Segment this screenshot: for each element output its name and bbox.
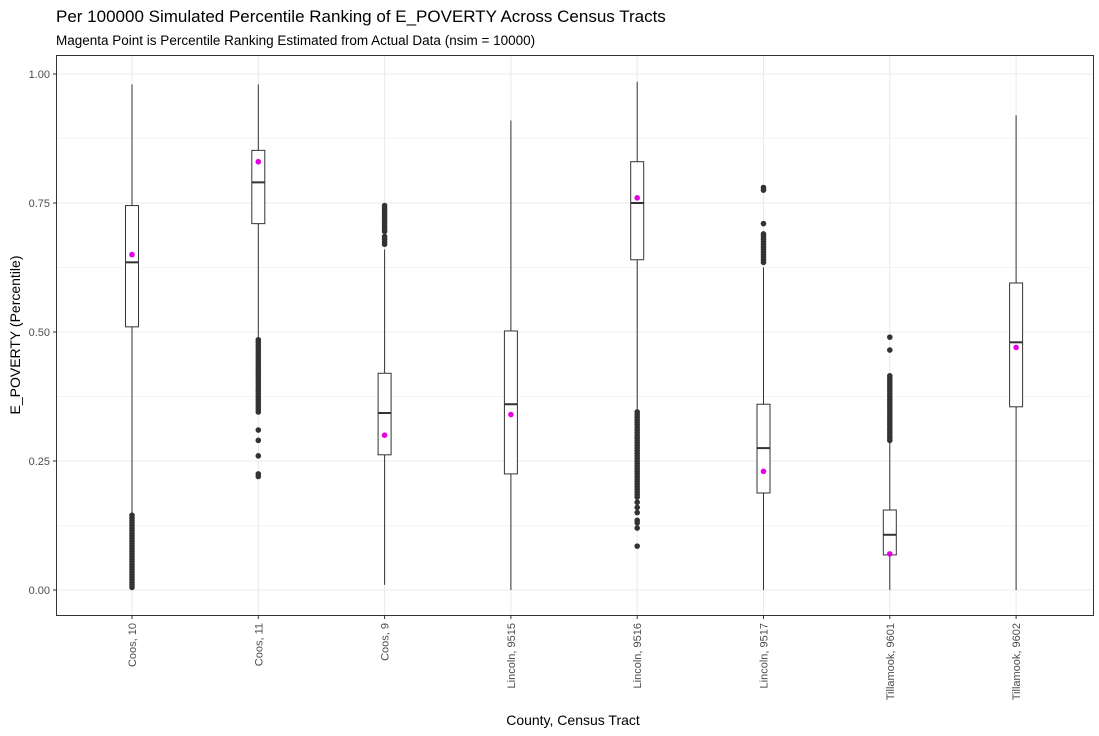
plot-panel-border <box>56 55 1094 616</box>
outlier-point <box>634 499 640 506</box>
y-axis: 0.00 0.25 0.50 0.75 1.00 <box>29 69 57 597</box>
outlier-point <box>255 336 262 343</box>
actual-point <box>634 195 640 201</box>
x-tick-label: Tillamook, 9602 <box>1011 623 1023 700</box>
x-axis: Coos, 10 Coos, 11 Coos, 9 Lincoln, 9515 Linc… <box>127 615 1023 700</box>
outlier-point <box>634 517 640 524</box>
y-axis-title: E_POVERTY (Percentile) <box>7 256 23 415</box>
grid-layer <box>57 56 1093 615</box>
y-tick-label: 0.00 <box>29 585 50 597</box>
actual-point <box>255 158 262 165</box>
actual-point <box>887 551 893 557</box>
actual-point <box>508 411 514 418</box>
outlier-point <box>129 512 135 518</box>
outlier-point <box>760 184 767 191</box>
box-6 <box>756 184 771 590</box>
box-iqr <box>377 372 392 456</box>
outlier-point <box>381 202 388 209</box>
outlier-point <box>255 453 262 459</box>
outlier-point <box>634 409 640 415</box>
outlier-point <box>760 231 767 237</box>
box-3 <box>377 202 392 585</box>
chart-title: Per 100000 Simulated Percentile Ranking … <box>56 7 666 26</box>
x-tick-label: Lincoln, 9516 <box>632 623 644 688</box>
chart-subtitle: Magenta Point is Percentile Ranking Esti… <box>56 33 535 48</box>
y-tick-label: 0.25 <box>29 456 50 468</box>
box-iqr <box>630 161 645 261</box>
box-2 <box>251 84 266 480</box>
box-iqr <box>503 330 518 475</box>
outlier-point <box>634 504 640 511</box>
x-tick-label: Lincoln, 9517 <box>759 623 771 688</box>
box-4 <box>503 120 518 590</box>
x-tick-label: Tillamook, 9601 <box>885 623 897 700</box>
y-tick-label: 0.50 <box>29 327 50 339</box>
outlier-point <box>887 347 893 353</box>
x-tick-label: Coos, 10 <box>127 623 139 667</box>
outlier-point <box>255 471 262 477</box>
outlier-point <box>760 220 767 227</box>
outlier-point <box>887 334 893 340</box>
box-iqr <box>882 509 897 556</box>
box-iqr <box>125 205 139 328</box>
y-tick-label: 0.75 <box>29 198 50 210</box>
boxes-layer <box>125 81 1024 591</box>
outlier-point <box>634 509 640 516</box>
outlier-point <box>634 543 640 549</box>
actual-point <box>381 432 388 439</box>
actual-point <box>1013 344 1019 351</box>
outlier-point <box>255 437 262 444</box>
x-tick-label: Coos, 9 <box>380 623 392 661</box>
box-5 <box>630 81 645 549</box>
actual-point <box>129 251 135 258</box>
box-iqr <box>251 149 266 225</box>
outlier-point <box>887 373 893 379</box>
outlier-point <box>255 427 262 433</box>
outlier-point <box>381 233 388 240</box>
box-8 <box>1009 115 1024 590</box>
x-tick-label: Lincoln, 9515 <box>506 623 518 688</box>
x-tick-label: Coos, 11 <box>253 623 265 666</box>
box-1 <box>125 84 139 591</box>
actual-point <box>760 468 767 475</box>
outlier-point <box>634 525 640 531</box>
y-tick-label: 1.00 <box>29 69 50 81</box>
box-7 <box>882 334 897 590</box>
x-axis-title: County, Census Tract <box>506 712 640 728</box>
